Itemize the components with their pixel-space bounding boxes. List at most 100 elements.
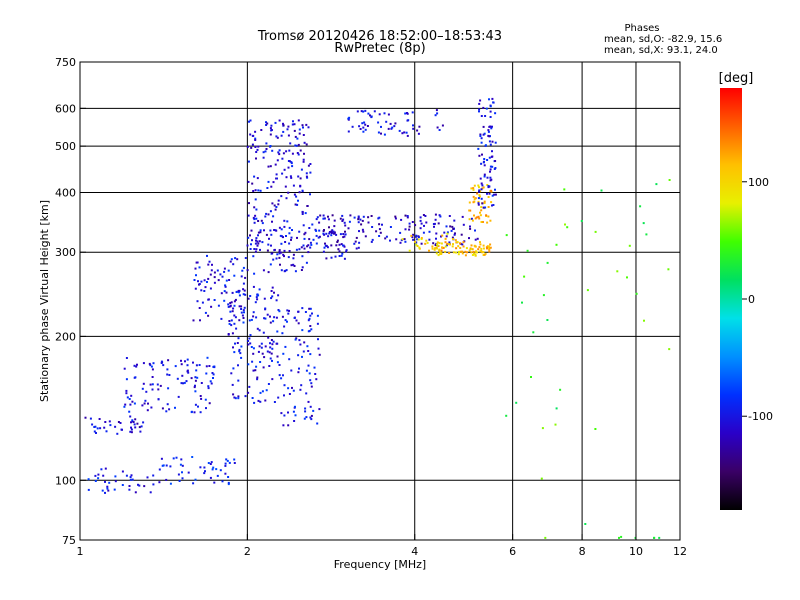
data-point — [450, 229, 453, 232]
data-point — [422, 231, 425, 234]
data-point — [244, 293, 247, 296]
data-point — [249, 342, 252, 345]
data-point — [340, 254, 343, 257]
data-point — [130, 421, 132, 424]
data-point — [312, 238, 315, 241]
data-point — [200, 289, 203, 292]
data-point — [267, 383, 270, 385]
data-point — [322, 214, 325, 217]
data-point — [160, 360, 163, 363]
data-point — [455, 247, 458, 250]
data-point — [461, 252, 464, 255]
data-point — [256, 378, 259, 381]
data-point — [128, 485, 131, 487]
data-point — [415, 243, 418, 246]
data-point — [247, 236, 250, 239]
data-point — [483, 200, 486, 203]
data-point — [483, 173, 486, 176]
data-point — [347, 227, 350, 230]
data-point — [131, 419, 134, 422]
data-point — [458, 250, 460, 253]
data-point — [359, 128, 362, 130]
data-point — [259, 391, 262, 394]
data-point — [129, 476, 132, 479]
data-point — [391, 126, 394, 129]
colorbar-tick-label: 0 — [748, 293, 755, 306]
data-point — [206, 281, 208, 283]
data-point — [336, 241, 339, 243]
data-point — [477, 248, 480, 251]
data-point — [109, 424, 112, 427]
data-point — [193, 386, 196, 389]
data-point — [488, 140, 491, 143]
data-point — [192, 482, 195, 485]
data-point — [455, 241, 458, 244]
data-point — [283, 219, 286, 222]
data-point — [435, 109, 438, 112]
data-point — [483, 164, 486, 167]
data-point — [212, 377, 214, 379]
data-point — [223, 290, 226, 293]
data-point — [264, 317, 267, 320]
data-point — [445, 225, 448, 228]
data-point — [207, 387, 210, 390]
data-point — [436, 243, 438, 246]
data-point — [480, 182, 483, 185]
data-point — [322, 232, 325, 235]
data-point — [393, 125, 396, 128]
data-point — [264, 307, 267, 310]
data-point — [494, 193, 497, 196]
data-point — [394, 122, 397, 125]
data-point — [398, 129, 401, 132]
data-point — [642, 222, 645, 225]
data-point — [139, 430, 142, 433]
data-point — [161, 407, 164, 410]
data-point — [655, 183, 658, 186]
data-point — [302, 224, 305, 227]
data-point — [461, 243, 464, 246]
data-point — [299, 343, 302, 346]
data-point — [265, 212, 268, 215]
data-point — [555, 407, 558, 410]
data-point — [332, 230, 335, 233]
data-point — [229, 310, 232, 313]
data-point — [309, 163, 312, 165]
data-point — [479, 214, 482, 217]
data-point — [231, 310, 234, 313]
data-point — [225, 279, 228, 282]
data-point — [484, 206, 487, 209]
data-point — [165, 410, 168, 413]
data-point — [428, 249, 430, 252]
data-point — [213, 299, 216, 301]
data-point — [470, 251, 473, 254]
data-point — [278, 374, 281, 377]
data-point — [203, 290, 206, 292]
data-point — [288, 226, 291, 229]
data-point — [487, 215, 490, 218]
data-point — [230, 301, 233, 304]
data-point — [295, 337, 298, 340]
data-point — [294, 405, 296, 408]
data-point — [194, 287, 197, 290]
data-point — [292, 184, 295, 187]
data-point — [482, 133, 485, 136]
data-point — [489, 176, 492, 179]
data-point — [322, 230, 325, 233]
data-point — [446, 231, 449, 234]
data-point — [439, 215, 442, 218]
data-point — [295, 248, 298, 251]
plot-frame — [79, 61, 681, 541]
data-point — [238, 348, 241, 351]
data-point — [594, 230, 597, 233]
data-point — [485, 107, 488, 110]
data-point — [125, 378, 128, 381]
data-point — [240, 311, 243, 314]
data-point — [278, 310, 281, 313]
y-tick-label: 75 — [62, 534, 76, 547]
data-point — [364, 123, 367, 126]
data-point — [100, 468, 103, 471]
data-point — [210, 269, 213, 272]
data-point — [224, 285, 227, 288]
data-point — [461, 250, 464, 253]
data-point — [94, 425, 97, 428]
